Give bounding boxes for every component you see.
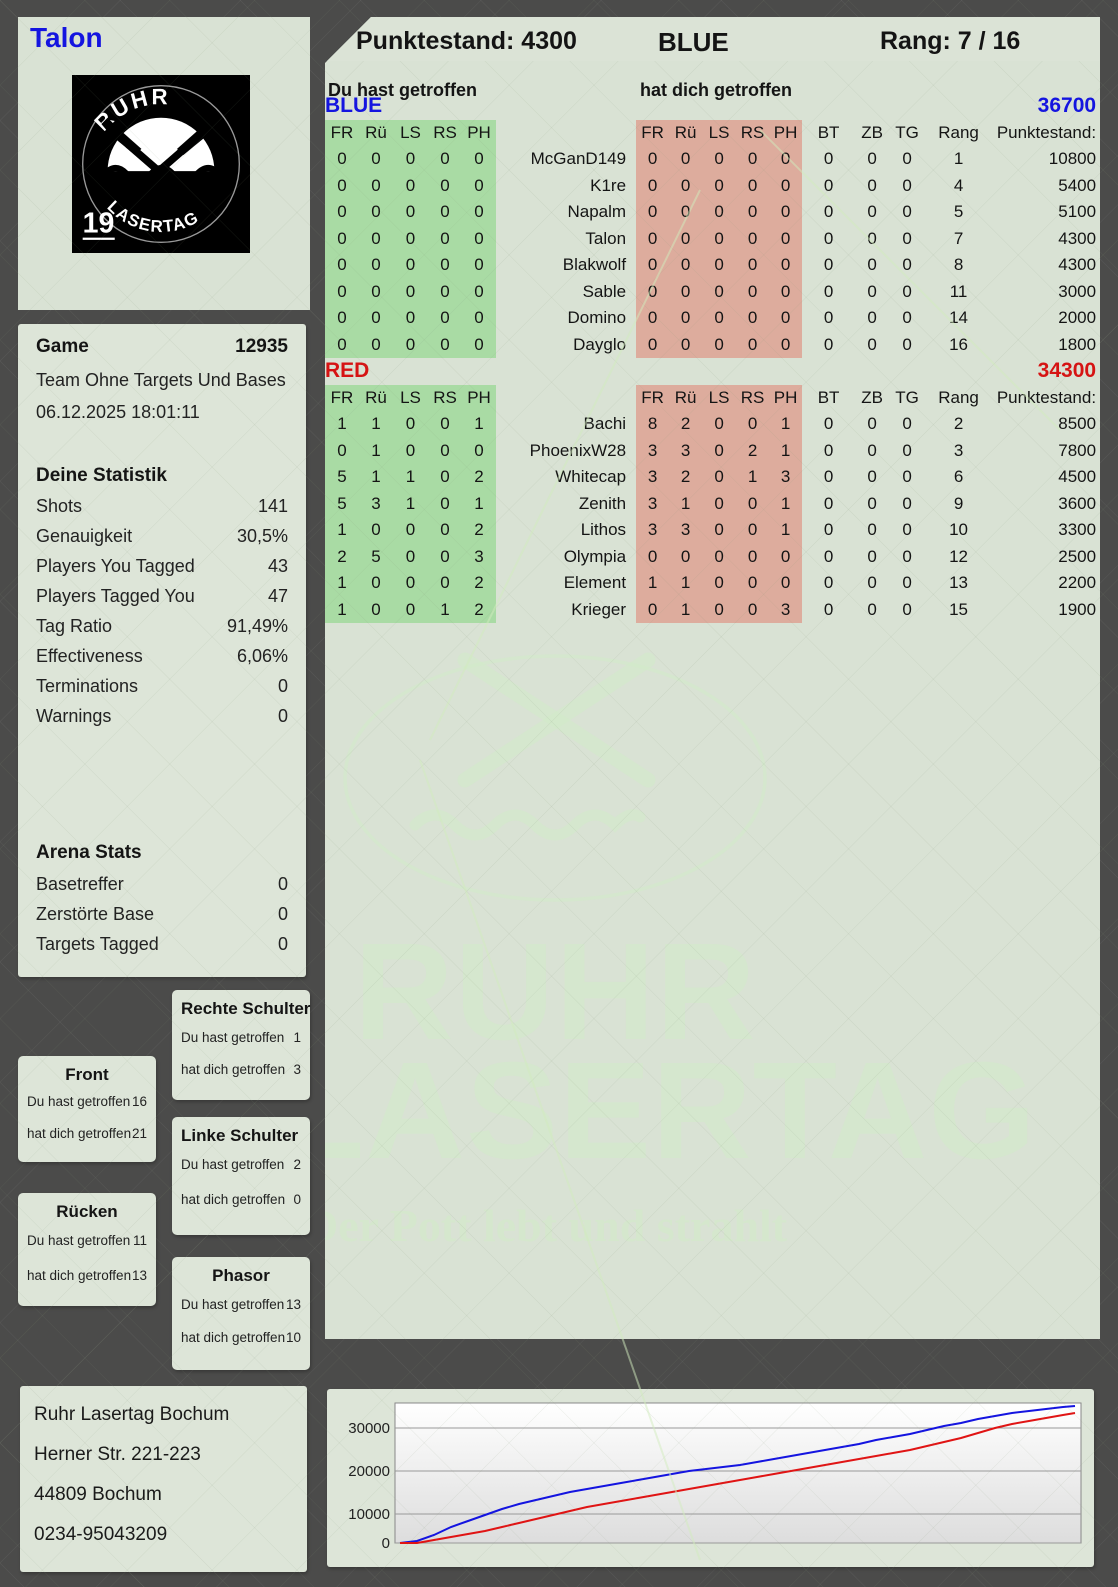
svg-text:Der Pott lebt und strahlt: Der Pott lebt und strahlt <box>325 1200 788 1251</box>
svg-text:0: 0 <box>382 1535 390 1552</box>
svg-text:20000: 20000 <box>348 1463 390 1480</box>
svg-text:30000: 30000 <box>348 1420 390 1437</box>
svg-text:10000: 10000 <box>348 1506 390 1523</box>
svg-text:LASERTAG: LASERTAG <box>325 1034 1037 1188</box>
svg-text:19: 19 <box>83 208 115 240</box>
